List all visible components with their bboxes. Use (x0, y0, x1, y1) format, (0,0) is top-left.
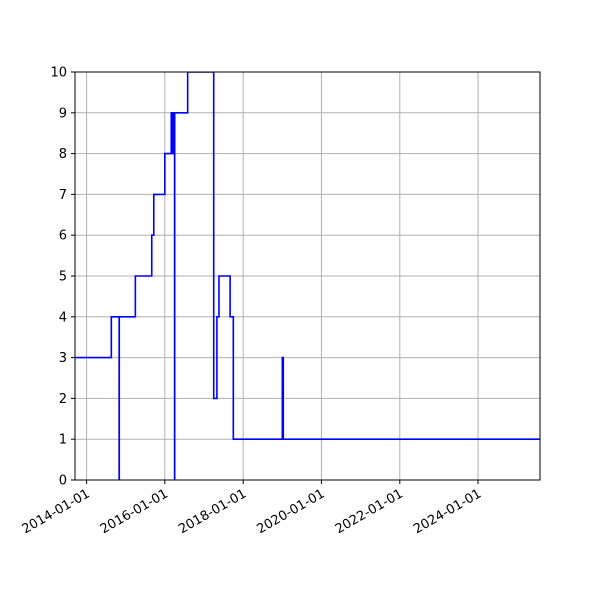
y-tick-label: 8 (59, 147, 67, 162)
y-tick-label: 6 (59, 229, 67, 244)
axis-ticks (71, 71, 479, 484)
y-tick-label: 10 (50, 66, 67, 81)
y-tick-label: 0 (59, 474, 67, 489)
y-tick-label: 4 (59, 310, 67, 325)
y-tick-label: 2 (59, 392, 67, 407)
series-layer (75, 72, 540, 480)
x-tick-label: 2024-01-01 (411, 486, 484, 537)
y-tick-label: 3 (59, 351, 67, 366)
tick-labels: 0 1 2 3 4 5 6 7 8 9 10 2014-01-01 2016-01-01 2018-01-… (20, 66, 484, 538)
series-line (75, 72, 540, 480)
y-tick-label: 9 (59, 106, 67, 121)
x-tick-label: 2016-01-01 (98, 486, 171, 537)
x-tick-label: 2018-01-01 (176, 486, 249, 537)
y-tick-label: 7 (59, 188, 67, 203)
x-tick-label: 2014-01-01 (20, 486, 93, 537)
x-tick-label: 2022-01-01 (333, 486, 406, 537)
y-tick-label: 5 (59, 270, 67, 285)
y-tick-label: 1 (59, 433, 67, 448)
x-tick-label: 2020-01-01 (254, 486, 327, 537)
